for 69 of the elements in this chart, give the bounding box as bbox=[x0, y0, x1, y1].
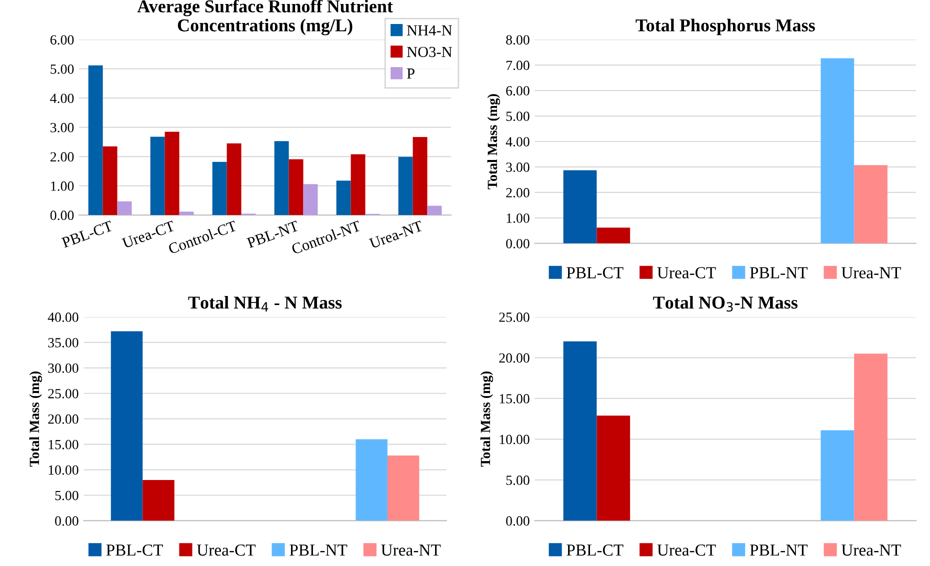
bar bbox=[179, 212, 194, 216]
bar bbox=[336, 180, 351, 216]
y-tick-label: 0.00 bbox=[55, 516, 78, 526]
y-tick-label: 1.00 bbox=[506, 213, 530, 223]
bar bbox=[226, 143, 242, 216]
y-tick-label: 25.00 bbox=[48, 388, 78, 398]
bar bbox=[288, 159, 304, 216]
legend-label: Urea-CT bbox=[196, 544, 256, 556]
y-tick-label: 7.00 bbox=[506, 60, 530, 70]
y-tick-label: 5.00 bbox=[50, 64, 74, 74]
legend-label: Urea-NT bbox=[841, 544, 902, 556]
legend-label: PBL-CT bbox=[566, 267, 624, 278]
legend-label: NH4-N bbox=[406, 25, 452, 36]
bar bbox=[274, 141, 289, 216]
bar bbox=[164, 132, 180, 216]
y-tick-label: 30.00 bbox=[48, 363, 78, 373]
y-tick-label: 4.00 bbox=[50, 94, 74, 104]
legend-label: PBL-NT bbox=[750, 544, 808, 556]
bar bbox=[88, 65, 103, 216]
legend-label: PBL-NT bbox=[290, 544, 348, 556]
y-axis-title: Total Mass (mg) bbox=[487, 94, 500, 190]
legend-label: Urea-NT bbox=[381, 544, 441, 556]
bar bbox=[412, 137, 428, 216]
bar bbox=[398, 156, 413, 216]
legend-label: PBL-CT bbox=[106, 544, 163, 556]
chart-title: Total NH$_{4}$ - N Mass bbox=[188, 296, 342, 312]
legend-label: Urea-NT bbox=[841, 267, 902, 278]
chart-title: Total Phosphorus Mass bbox=[636, 18, 815, 36]
legend-label: Urea-CT bbox=[657, 544, 716, 556]
y-tick-label: 15.00 bbox=[48, 440, 78, 450]
y-tick-label: 20.00 bbox=[48, 414, 78, 424]
chart-title: Average Surface Runoff Nutrient Concentrations (mg/L) bbox=[137, 0, 393, 36]
bar bbox=[102, 146, 118, 216]
legend-label: PBL-CT bbox=[566, 544, 624, 556]
y-tick-label: 35.00 bbox=[48, 338, 78, 348]
legend-label: NO3-N bbox=[406, 46, 452, 58]
y-tick-label: 0.00 bbox=[506, 238, 530, 248]
y-tick-label: 6.00 bbox=[506, 86, 530, 96]
legend-label: PBL-NT bbox=[750, 267, 808, 278]
bar bbox=[150, 136, 165, 216]
y-tick-label: 20.00 bbox=[499, 353, 530, 363]
y-tick-label: 3.00 bbox=[506, 162, 530, 172]
y-tick-label: 2.00 bbox=[506, 188, 530, 198]
y-tick-label: 3.00 bbox=[50, 122, 74, 132]
y-tick-label: 5.00 bbox=[506, 112, 530, 122]
y-tick-label: 6.00 bbox=[50, 35, 74, 45]
bar bbox=[117, 201, 132, 216]
y-axis-title: Total Mass (mg) bbox=[480, 371, 494, 467]
y-tick-label: 5.00 bbox=[506, 476, 530, 485]
chart-title: Total NO$_{3}$-N Mass bbox=[653, 296, 798, 312]
y-tick-label: 5.00 bbox=[55, 490, 78, 500]
bar bbox=[303, 184, 318, 216]
y-tick-label: 25.00 bbox=[499, 312, 530, 322]
y-tick-label: 1.00 bbox=[51, 181, 74, 191]
y-tick-label: 4.00 bbox=[506, 137, 530, 147]
bar bbox=[427, 206, 442, 216]
bar bbox=[212, 162, 227, 216]
y-tick-label: 0.00 bbox=[50, 210, 74, 220]
y-tick-label: 8.00 bbox=[506, 35, 530, 45]
legend-label: Urea-CT bbox=[657, 267, 716, 278]
y-axis-title: Total Mass (mg) bbox=[29, 371, 42, 467]
y-tick-label: 10.00 bbox=[48, 465, 78, 475]
bar bbox=[350, 154, 366, 216]
y-tick-label: 15.00 bbox=[500, 394, 530, 404]
y-tick-label: 0.00 bbox=[506, 516, 530, 526]
legend-label: P bbox=[406, 68, 414, 79]
y-tick-label: 10.00 bbox=[500, 434, 530, 444]
y-tick-label: 40.00 bbox=[48, 312, 78, 322]
y-tick-label: 2.00 bbox=[50, 152, 74, 162]
